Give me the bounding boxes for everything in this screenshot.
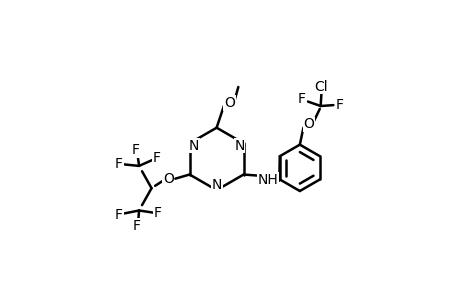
Text: F: F	[153, 206, 161, 220]
Text: N: N	[188, 139, 198, 153]
Text: F: F	[115, 208, 123, 222]
Text: F: F	[132, 143, 140, 158]
Text: F: F	[335, 98, 342, 112]
Text: Cl: Cl	[314, 80, 328, 94]
Text: NH: NH	[257, 172, 278, 187]
Text: O: O	[224, 96, 235, 110]
Text: O: O	[162, 172, 173, 186]
Text: N: N	[211, 178, 221, 192]
Text: F: F	[132, 219, 140, 233]
Text: F: F	[115, 158, 123, 171]
Text: O: O	[302, 117, 313, 131]
Text: F: F	[297, 92, 305, 106]
Text: N: N	[234, 139, 244, 153]
Text: F: F	[152, 152, 161, 166]
